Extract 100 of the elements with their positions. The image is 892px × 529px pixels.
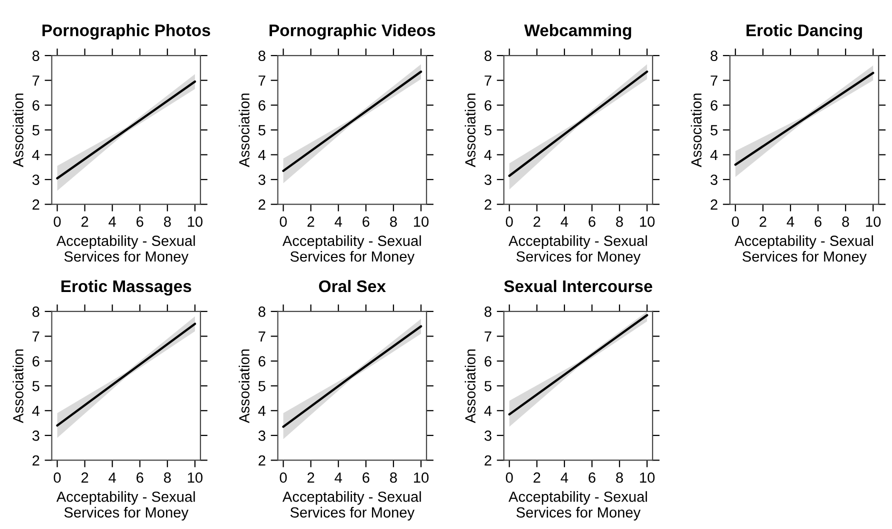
y-tick-label: 3 <box>484 174 492 185</box>
x-axis-title: Acceptability - Sexual Services for Money <box>282 235 421 265</box>
y-axis-title: Association <box>238 94 250 168</box>
x-tick-label: 6 <box>136 216 144 227</box>
y-tick-label: 6 <box>484 100 492 111</box>
y-tick-label: 6 <box>258 356 266 366</box>
y-tick-label: 2 <box>32 199 40 210</box>
x-tick-label: 8 <box>390 472 397 483</box>
x-tick-label: 6 <box>588 216 596 227</box>
y-tick-label: 3 <box>32 174 40 185</box>
x-tick-label: 0 <box>732 216 739 227</box>
y-tick-label: 4 <box>484 150 492 160</box>
x-tick-label: 4 <box>108 472 116 483</box>
x-tick-label: 2 <box>81 216 88 227</box>
y-tick-label: 6 <box>710 100 718 111</box>
y-tick-label: 4 <box>258 406 266 416</box>
x-tick-label: 0 <box>280 472 287 483</box>
x-tick-label: 0 <box>54 216 61 227</box>
y-tick-label: 5 <box>484 381 492 392</box>
x-tick-label: 4 <box>786 216 794 227</box>
y-tick-label: 5 <box>32 125 40 136</box>
x-axis-title: Acceptability - Sexual Services for Money <box>56 235 195 265</box>
x-tick-label: 6 <box>588 472 596 483</box>
y-tick-label: 5 <box>710 125 718 136</box>
y-tick-label: 2 <box>710 199 718 210</box>
y-tick-label: 6 <box>32 356 40 366</box>
x-tick-label: 2 <box>308 472 314 483</box>
x-tick-label: 10 <box>640 472 655 483</box>
x-tick-label: 8 <box>164 472 171 483</box>
y-tick-label: 6 <box>32 100 40 111</box>
y-tick-label: 8 <box>258 306 266 317</box>
y-axis-title: Association <box>464 94 476 168</box>
y-tick-label: 4 <box>32 150 40 160</box>
y-tick-label: 7 <box>32 76 40 86</box>
y-tick-label: 3 <box>258 430 266 441</box>
y-tick-label: 4 <box>484 406 492 416</box>
x-tick-label: 2 <box>534 472 540 483</box>
x-tick-label: 8 <box>164 216 171 227</box>
y-tick-label: 8 <box>710 50 718 61</box>
x-tick-label: 6 <box>136 472 144 483</box>
x-tick-label: 2 <box>308 216 314 227</box>
x-tick-label: 8 <box>390 216 397 227</box>
y-tick-label: 8 <box>258 50 266 61</box>
chart-title: Oral Sex <box>319 280 386 292</box>
x-axis-title: Acceptability - Sexual Services for Money <box>56 491 195 520</box>
x-tick-label: 4 <box>560 472 568 483</box>
y-tick-label: 4 <box>32 406 40 416</box>
y-tick-label: 6 <box>258 100 266 111</box>
chart-title: Erotic Massages <box>61 280 192 296</box>
y-tick-label: 7 <box>484 331 492 342</box>
chart-title: Pornographic Videos <box>270 24 436 40</box>
y-tick-label: 7 <box>258 76 266 86</box>
y-tick-label: 7 <box>32 331 40 342</box>
y-axis-title: Association <box>12 349 24 424</box>
chart-title: Erotic Dancing <box>746 24 862 40</box>
x-tick-label: 10 <box>414 216 429 227</box>
x-tick-label: 2 <box>534 216 540 227</box>
y-tick-label: 7 <box>258 331 266 342</box>
x-tick-label: 4 <box>334 216 342 227</box>
x-tick-label: 4 <box>108 216 116 227</box>
y-tick-label: 3 <box>258 174 266 185</box>
x-tick-label: 8 <box>842 216 849 227</box>
x-tick-label: 0 <box>506 472 513 483</box>
y-tick-label: 8 <box>484 306 492 317</box>
x-tick-label: 2 <box>760 216 766 227</box>
y-tick-label: 8 <box>32 306 40 317</box>
x-tick-label: 6 <box>362 216 370 227</box>
y-tick-label: 3 <box>484 430 492 441</box>
x-tick-label: 10 <box>188 472 202 483</box>
x-tick-label: 0 <box>280 216 287 227</box>
x-axis-title: Acceptability - Sexual Services for Money <box>734 235 873 265</box>
x-tick-label: 10 <box>414 472 429 483</box>
y-tick-label: 5 <box>258 381 266 392</box>
y-tick-label: 3 <box>32 430 40 441</box>
y-tick-label: 2 <box>258 455 266 466</box>
chart-title: Webcamming <box>524 24 632 40</box>
y-tick-label: 2 <box>258 199 266 210</box>
x-tick-label: 10 <box>640 216 655 227</box>
x-axis-title: Acceptability - Sexual Services for Money <box>508 235 647 265</box>
chart-title: Sexual Intercourse <box>504 280 652 292</box>
x-tick-label: 8 <box>616 216 623 227</box>
y-tick-label: 5 <box>32 381 40 392</box>
x-tick-label: 0 <box>54 472 61 483</box>
x-tick-label: 0 <box>506 216 513 227</box>
y-axis-title: Association <box>464 349 476 424</box>
y-tick-label: 2 <box>484 199 492 210</box>
x-tick-label: 10 <box>866 216 881 227</box>
x-tick-label: 6 <box>362 472 370 483</box>
x-axis-title: Acceptability - Sexual Services for Money <box>282 491 421 520</box>
x-tick-label: 10 <box>188 216 202 227</box>
x-axis-title: Acceptability - Sexual Services for Money <box>508 491 647 520</box>
x-tick-label: 2 <box>81 472 88 483</box>
x-tick-label: 8 <box>616 472 623 483</box>
y-axis-title: Association <box>238 349 250 424</box>
y-axis-title: Association <box>12 94 24 168</box>
y-tick-label: 3 <box>710 174 718 185</box>
y-tick-label: 2 <box>32 455 40 466</box>
y-tick-label: 2 <box>484 455 492 466</box>
y-tick-label: 8 <box>484 50 492 61</box>
y-tick-label: 8 <box>32 50 40 61</box>
